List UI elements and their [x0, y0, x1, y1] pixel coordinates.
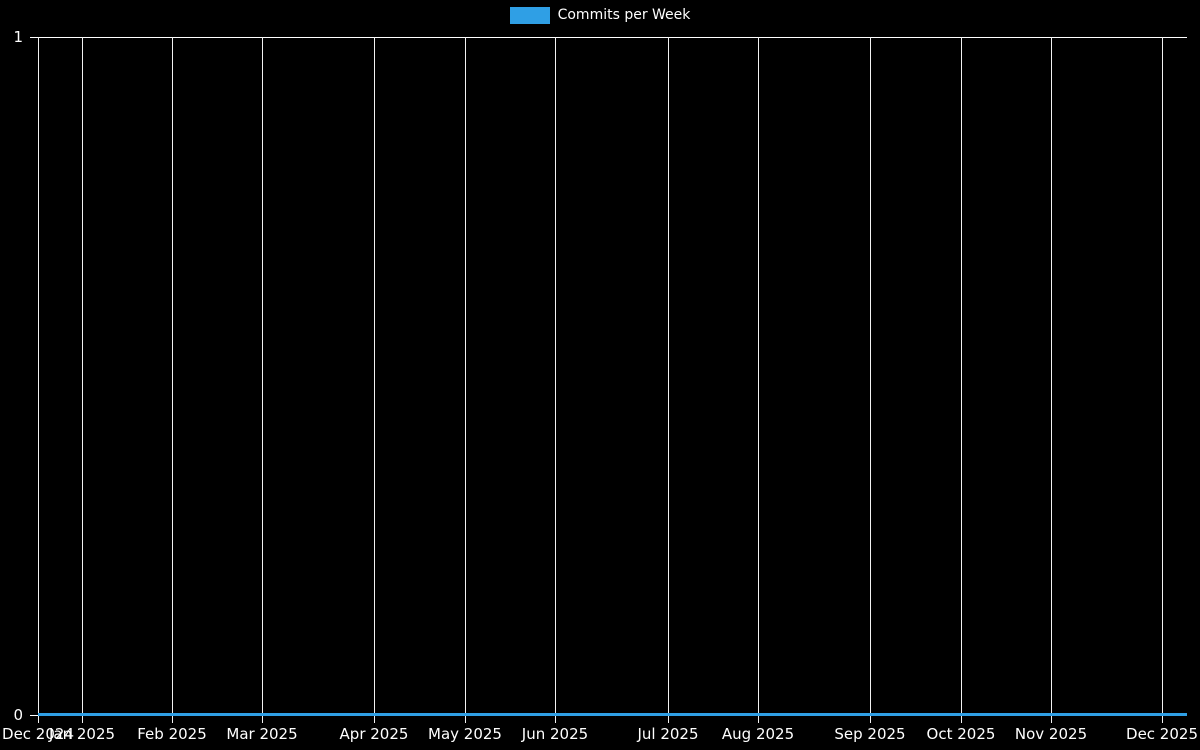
x-tick-label-jun-2025: Jun 2025	[521, 725, 589, 743]
legend-swatch-icon	[509, 6, 550, 24]
gridline-dec-2024	[38, 37, 39, 723]
legend-item-commits-per-week[interactable]: Commits per Week	[509, 6, 691, 24]
gridline-may-2025	[465, 37, 466, 723]
x-tick-label-jan-2025: Jan 2025	[48, 725, 116, 743]
gridline-aug-2025	[758, 37, 759, 723]
gridline-jul-2025	[668, 37, 669, 723]
y-tick-label-max: 1	[13, 28, 23, 46]
y-tick-mark-bottom	[30, 715, 38, 716]
series-line-commits-per-week	[38, 713, 1187, 716]
x-tick-label-feb-2025: Feb 2025	[137, 725, 207, 743]
x-tick-label-apr-2025: Apr 2025	[339, 725, 409, 743]
x-tick-label-nov-2025: Nov 2025	[1014, 725, 1088, 743]
axis-top-spine	[30, 37, 1187, 38]
y-tick-label-min: 0	[13, 706, 23, 724]
gridline-jan-2025	[82, 37, 83, 723]
gridline-feb-2025	[172, 37, 173, 723]
gridline-oct-2025	[961, 37, 962, 723]
gridline-sep-2025	[870, 37, 871, 723]
y-tick-mark-top	[30, 37, 38, 38]
x-tick-label-aug-2025: Aug 2025	[721, 725, 795, 743]
x-tick-label-jul-2025: Jul 2025	[637, 725, 699, 743]
x-tick-label-dec-2024: Dec 2024	[2, 725, 74, 743]
gridline-nov-2025	[1051, 37, 1052, 723]
x-tick-label-oct-2025: Oct 2025	[926, 725, 996, 743]
gridline-mar-2025	[262, 37, 263, 723]
gridline-jun-2025	[555, 37, 556, 723]
legend-item-label: Commits per Week	[557, 7, 691, 23]
gridline-apr-2025	[374, 37, 375, 723]
gridline-dec-2025	[1162, 37, 1163, 723]
chart-legend: Commits per Week	[0, 0, 1200, 30]
x-tick-label-mar-2025: Mar 2025	[226, 725, 298, 743]
x-tick-label-dec-2025: Dec 2025	[1126, 725, 1198, 743]
x-tick-label-may-2025: May 2025	[428, 725, 502, 743]
x-tick-label-sep-2025: Sep 2025	[834, 725, 906, 743]
